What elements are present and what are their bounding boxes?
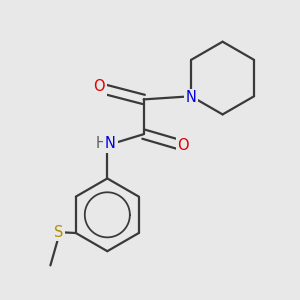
Text: O: O [94,79,105,94]
Text: S: S [54,225,63,240]
Text: N: N [186,90,196,105]
Text: O: O [177,138,189,153]
Text: N: N [105,136,116,151]
Text: H: H [96,136,106,151]
